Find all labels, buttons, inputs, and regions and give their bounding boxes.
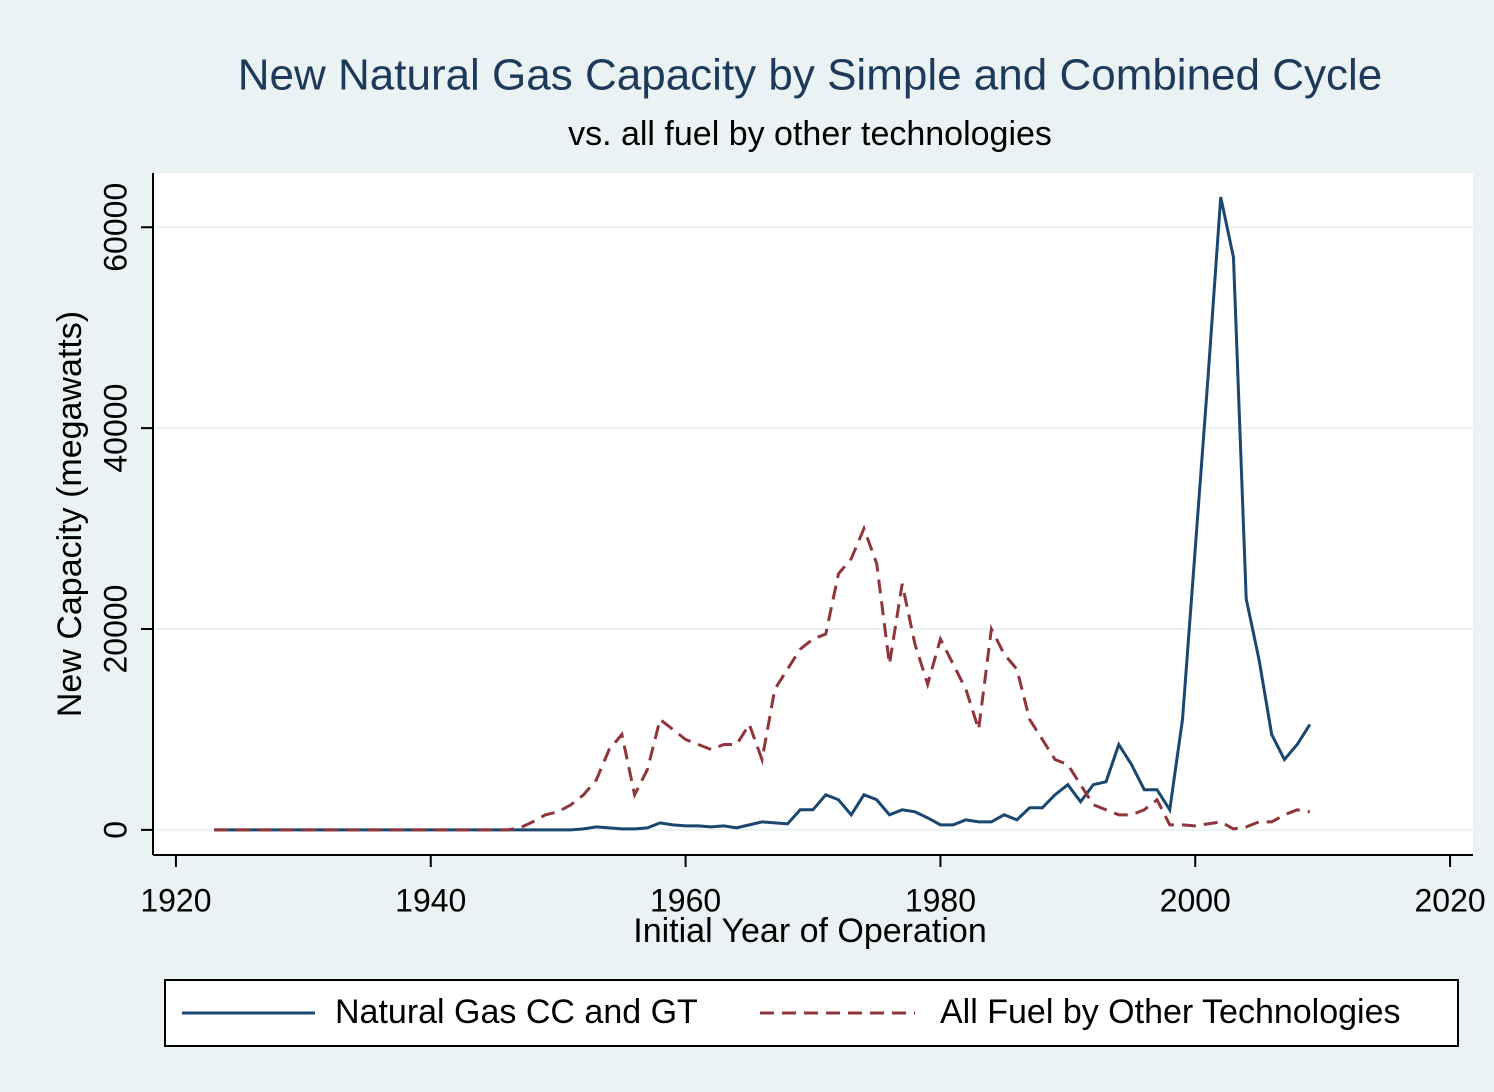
legend-label: All Fuel by Other Technologies [940,993,1401,1031]
x-tick-label: 1920 [140,882,211,918]
y-tick-label: 60000 [97,183,133,272]
plot-area [153,173,1473,855]
x-tick-label: 1940 [395,882,466,918]
y-tick-label: 20000 [97,585,133,674]
x-tick-label: 1980 [905,882,976,918]
y-tick-label: 0 [97,821,133,839]
x-tick-label: 2000 [1160,882,1231,918]
chart-subtitle: vs. all fuel by other technologies [568,115,1052,153]
x-axis-title: Initial Year of Operation [633,912,986,950]
x-tick-label: 1960 [650,882,721,918]
x-tick-label: 2020 [1414,882,1485,918]
legend-label: Natural Gas CC and GT [335,993,698,1031]
series-line [214,524,1311,832]
y-axis-title: New Capacity (megawatts) [51,311,89,717]
y-tick-label: 40000 [97,384,133,473]
chart-title: New Natural Gas Capacity by Simple and C… [238,51,1383,100]
